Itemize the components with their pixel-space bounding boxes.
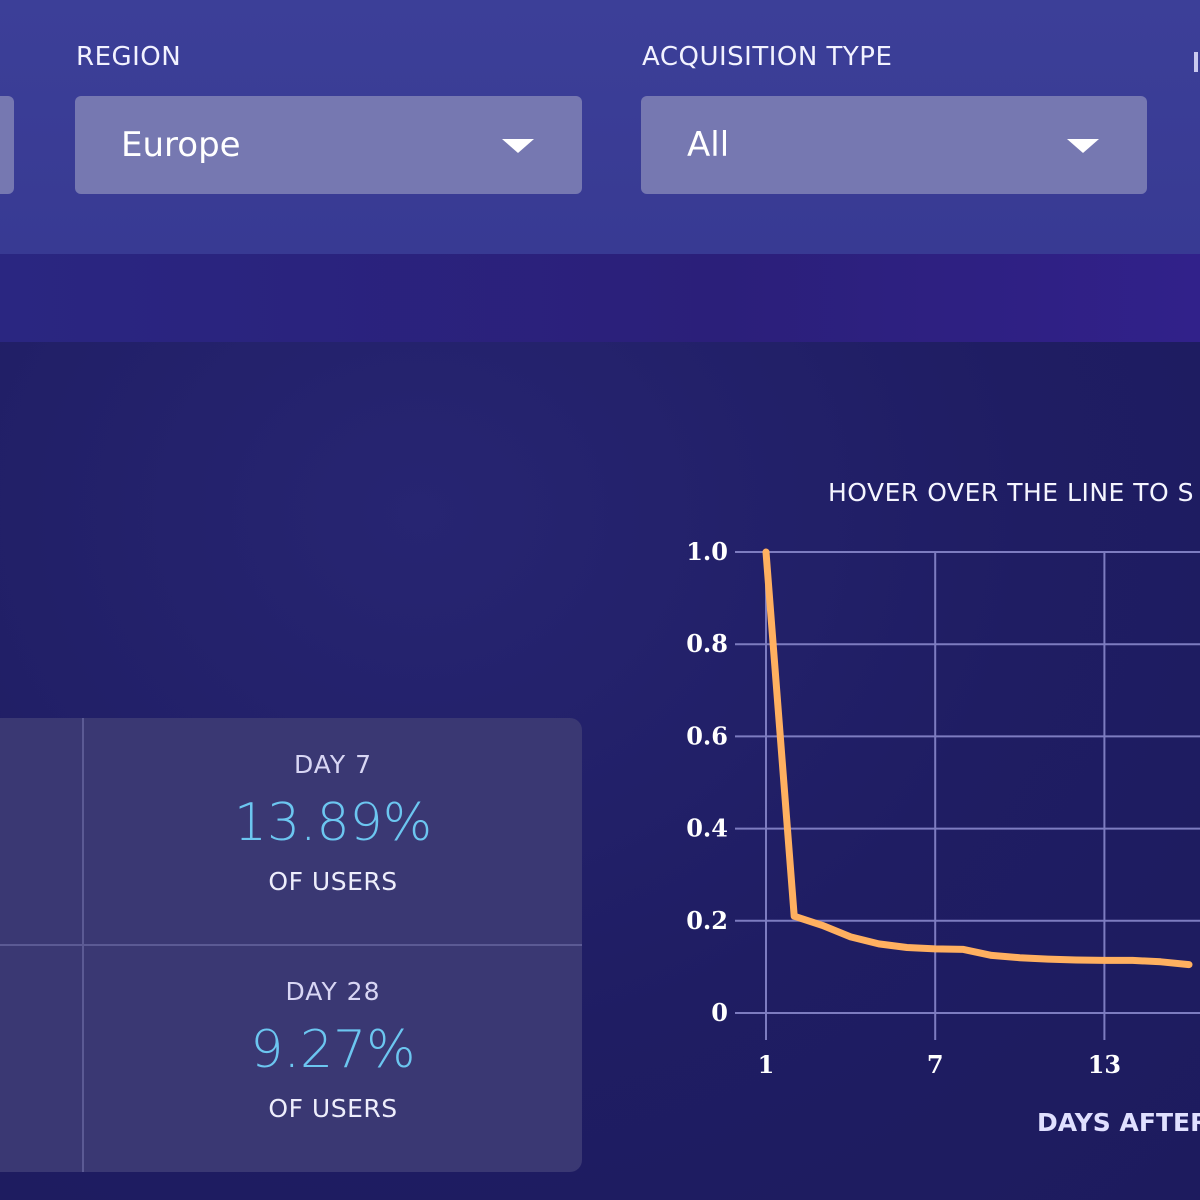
x-tick-label: 1 (758, 1050, 775, 1079)
chart-grid (735, 551, 1200, 1040)
divider (0, 944, 582, 946)
stat-percent: 13.89% (233, 793, 433, 853)
chevron-down-icon (502, 139, 534, 153)
region-value: Europe (121, 125, 241, 165)
y-tick-label: 0 (711, 998, 728, 1027)
y-axis-ticks: 0 0.2 0.4 0.6 0.8 1.0 (686, 537, 728, 1027)
x-tick-label: 7 (927, 1050, 944, 1079)
dropdown-partial[interactable] (0, 96, 14, 194)
stat-caption: OF USERS (268, 867, 398, 896)
acquisition-type-value: All (687, 125, 730, 165)
acquisition-type-dropdown[interactable]: All (641, 96, 1147, 194)
y-tick-label: 1.0 (686, 537, 728, 566)
region-dropdown[interactable]: Europe (75, 96, 582, 194)
y-tick-label: 0.2 (686, 906, 728, 935)
stat-caption: OF USERS (268, 1094, 398, 1123)
chevron-down-icon (1067, 139, 1099, 153)
stat-percent: 9.27% (250, 1020, 416, 1080)
x-axis-label: DAYS AFTER (1037, 1108, 1200, 1137)
x-tick-label: 13 (1088, 1050, 1121, 1079)
chart-hover-hint: HOVER OVER THE LINE TO S (828, 478, 1195, 507)
x-axis-ticks: 1 7 13 (758, 1050, 1121, 1079)
y-tick-label: 0.4 (686, 814, 728, 843)
stat-day-label: DAY 7 (293, 750, 373, 779)
y-tick-label: 0.8 (686, 629, 728, 658)
region-label: REGION (76, 42, 182, 72)
filter-bar: REGION Europe ACQUISITION TYPE All (0, 0, 1200, 254)
retention-series-line[interactable] (762, 548, 1193, 969)
y-tick-label: 0.6 (686, 721, 728, 750)
stat-day-label: DAY 28 (285, 977, 381, 1006)
dropdown-partial[interactable] (1194, 52, 1198, 72)
acquisition-type-label: ACQUISITION TYPE (642, 42, 893, 72)
section-divider-band (0, 254, 1200, 342)
stat-day-7: DAY 7 13.89% OF USERS (84, 750, 582, 896)
stat-day-28: DAY 28 9.27% OF USERS (84, 977, 582, 1123)
